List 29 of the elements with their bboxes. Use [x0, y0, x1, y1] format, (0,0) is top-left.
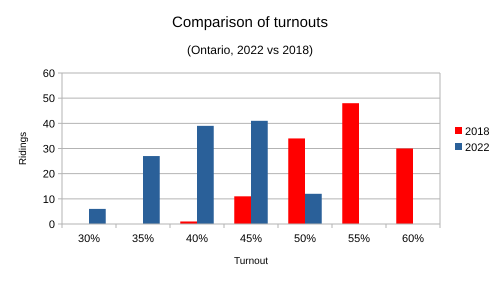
legend-label: 2022 — [465, 142, 490, 154]
bar — [143, 156, 160, 224]
y-tick-label: 40 — [42, 118, 55, 130]
bar — [197, 126, 214, 224]
x-tick-label: 45% — [240, 233, 262, 245]
bar — [342, 103, 359, 224]
bar — [234, 196, 251, 224]
y-tick-label: 20 — [42, 168, 55, 181]
y-tick-label: 0 — [48, 219, 55, 231]
chart-subtitle: (Ontario, 2022 vs 2018) — [186, 43, 314, 57]
x-tick-label: 40% — [186, 233, 208, 245]
y-axis-title: Ridings — [18, 132, 29, 166]
y-tick-label: 30 — [42, 144, 55, 156]
x-tick-label: 35% — [132, 233, 154, 245]
y-tick-label: 10 — [42, 194, 55, 206]
bar — [288, 138, 305, 224]
x-tick-label: 30% — [78, 233, 100, 245]
x-tick-label: 60% — [402, 233, 424, 245]
bar — [251, 120, 268, 224]
bar — [396, 148, 413, 224]
x-tick-label: 55% — [348, 233, 370, 245]
x-axis-title: Turnout — [234, 256, 268, 267]
x-tick-label: 50% — [294, 233, 316, 245]
chart-title: Comparison of turnouts — [172, 14, 328, 31]
legend-label: 2018 — [465, 126, 490, 138]
y-tick-label: 50 — [42, 93, 55, 106]
bar — [305, 194, 322, 224]
bar — [89, 208, 106, 224]
y-tick-label: 60 — [42, 68, 55, 80]
